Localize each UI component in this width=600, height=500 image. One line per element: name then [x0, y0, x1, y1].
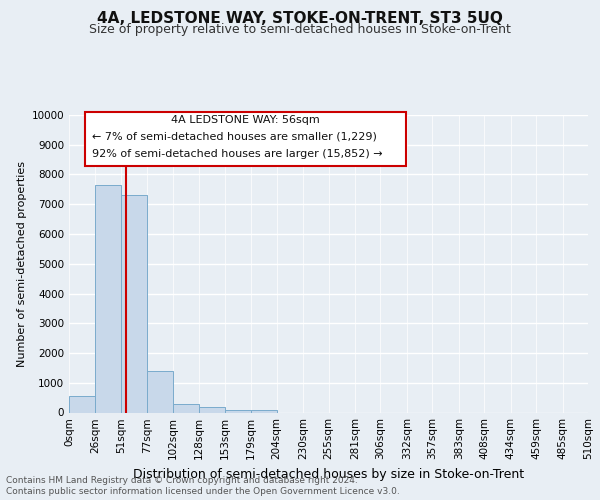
Text: 92% of semi-detached houses are larger (15,852) →: 92% of semi-detached houses are larger (… — [92, 149, 383, 159]
Text: ← 7% of semi-detached houses are smaller (1,229): ← 7% of semi-detached houses are smaller… — [92, 132, 377, 141]
Bar — [95, 185, 121, 412]
Text: 4A, LEDSTONE WAY, STOKE-ON-TRENT, ST3 5UQ: 4A, LEDSTONE WAY, STOKE-ON-TRENT, ST3 5U… — [97, 11, 503, 26]
Bar — [251, 410, 277, 412]
Bar — [148, 371, 173, 412]
Text: Contains HM Land Registry data © Crown copyright and database right 2024.: Contains HM Land Registry data © Crown c… — [6, 476, 358, 485]
Text: Contains public sector information licensed under the Open Government Licence v3: Contains public sector information licen… — [6, 488, 400, 496]
Text: 4A LEDSTONE WAY: 56sqm: 4A LEDSTONE WAY: 56sqm — [171, 115, 320, 125]
Bar — [173, 404, 199, 412]
Bar — [121, 196, 148, 412]
FancyBboxPatch shape — [85, 112, 406, 166]
Y-axis label: Number of semi-detached properties: Number of semi-detached properties — [17, 161, 28, 367]
Text: Size of property relative to semi-detached houses in Stoke-on-Trent: Size of property relative to semi-detach… — [89, 22, 511, 36]
Bar — [199, 408, 224, 412]
Bar — [224, 410, 251, 412]
X-axis label: Distribution of semi-detached houses by size in Stoke-on-Trent: Distribution of semi-detached houses by … — [133, 468, 524, 481]
Bar — [69, 396, 95, 412]
